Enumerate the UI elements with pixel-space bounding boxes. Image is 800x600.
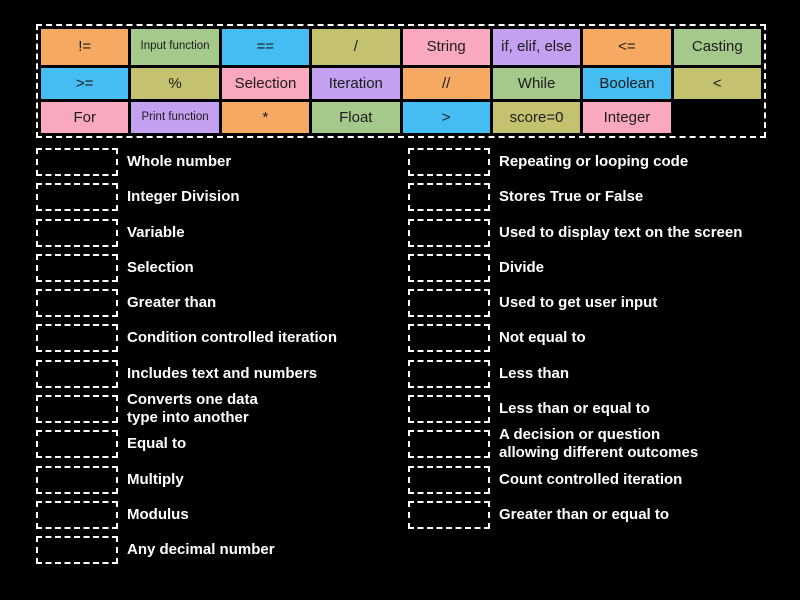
definition-row: Greater than or equal to	[408, 500, 742, 529]
definition-label: Used to display text on the screen	[499, 223, 743, 241]
answer-tile[interactable]: Integer	[583, 102, 671, 133]
answer-tile[interactable]: if, elif, else	[492, 29, 581, 65]
definition-row: Modulus	[36, 500, 337, 529]
definition-row: Multiply	[36, 465, 337, 494]
definition-row: Integer Division	[36, 183, 337, 212]
answer-tile[interactable]: Input function	[131, 29, 219, 65]
answer-drop-slot[interactable]	[408, 289, 490, 318]
answer-tile[interactable]: >	[402, 102, 490, 133]
answer-drop-slot[interactable]	[408, 500, 490, 529]
definition-row: Not equal to	[408, 324, 742, 353]
definition-row: Divide	[408, 253, 742, 282]
answer-tile[interactable]: Casting	[673, 29, 761, 65]
definition-label: Variable	[127, 223, 185, 241]
answer-drop-slot[interactable]	[36, 465, 118, 494]
definition-row: Stores True or False	[408, 183, 742, 212]
answer-tile[interactable]: <	[673, 68, 761, 99]
answer-drop-slot[interactable]	[408, 395, 490, 424]
definition-label: Less than	[499, 364, 570, 382]
definition-row: Any decimal number	[36, 536, 337, 565]
definition-row: Greater than	[36, 289, 337, 318]
answer-tile[interactable]: //	[402, 68, 490, 99]
definition-row: Used to display text on the screen	[408, 218, 743, 247]
answer-drop-slot[interactable]	[36, 536, 118, 565]
answer-drop-slot[interactable]	[36, 359, 118, 388]
answer-tile[interactable]: Print function	[131, 102, 219, 133]
answer-drop-slot[interactable]	[36, 253, 118, 282]
answer-drop-slot[interactable]	[36, 148, 118, 176]
answer-drop-slot[interactable]	[36, 324, 118, 353]
tile-bank: != Input function == / String if, elif, else <…	[36, 24, 766, 138]
answer-drop-slot[interactable]	[408, 253, 490, 282]
definition-list-left: Whole number Integer Division Variable Sele…	[36, 148, 337, 565]
definition-label: Selection	[127, 258, 194, 276]
definition-row: Less than or equal to	[408, 395, 742, 424]
answer-tile[interactable]: While	[492, 68, 581, 99]
answer-tile[interactable]: Selection	[221, 68, 310, 99]
definition-label: Used to get user input	[499, 294, 658, 312]
definition-row: Selection	[36, 253, 337, 282]
definition-row: Used to get user input	[408, 289, 742, 318]
definition-row: Equal to	[36, 430, 337, 459]
answer-drop-slot[interactable]	[36, 395, 118, 424]
answer-drop-slot[interactable]	[36, 218, 118, 247]
definition-label: Less than or equal to	[499, 400, 650, 418]
definition-label: Divide	[499, 258, 545, 276]
answer-drop-slot[interactable]	[408, 324, 490, 353]
answer-tile[interactable]: String	[402, 29, 490, 65]
answer-tile[interactable]: >=	[41, 68, 129, 99]
definition-label: Converts one data type into another	[127, 391, 258, 427]
definition-label: Condition controlled iteration	[127, 329, 337, 347]
answer-drop-slot[interactable]	[408, 148, 490, 176]
answer-tile[interactable]: !=	[41, 29, 129, 65]
definition-row: Converts one data type into another	[36, 391, 337, 426]
answer-drop-slot[interactable]	[36, 500, 118, 529]
answer-drop-slot[interactable]	[408, 465, 490, 494]
answer-tile[interactable]: %	[131, 68, 219, 99]
answer-tile[interactable]: <=	[583, 29, 671, 65]
answer-tile[interactable]: For	[41, 102, 129, 133]
definition-row: Count controlled iteration	[408, 465, 742, 494]
answer-drop-slot[interactable]	[408, 183, 490, 212]
answer-drop-slot[interactable]	[36, 430, 118, 459]
definition-row: Condition controlled iteration	[36, 324, 337, 353]
answer-tile[interactable]: *	[221, 102, 310, 133]
definition-label: Multiply	[127, 470, 184, 488]
answer-tile[interactable]: Iteration	[312, 68, 400, 99]
answer-tile[interactable]: Boolean	[583, 68, 671, 99]
answer-tile[interactable]: Float	[312, 102, 400, 133]
answer-drop-slot[interactable]	[408, 359, 490, 388]
definition-label: Greater than or equal to	[499, 505, 670, 523]
definition-label: Integer Division	[127, 188, 240, 206]
definition-label: Modulus	[127, 505, 189, 523]
definition-label: Greater than	[127, 294, 217, 312]
definition-label: Equal to	[127, 435, 187, 453]
answer-tile[interactable]: /	[312, 29, 400, 65]
definition-label: Repeating or looping code	[499, 153, 689, 170]
definition-label: Whole number	[127, 153, 232, 170]
definition-row: Variable	[36, 218, 337, 247]
answer-drop-slot[interactable]	[36, 289, 118, 318]
definition-row: Whole number	[36, 148, 337, 176]
answer-tile[interactable]: score=0	[492, 102, 581, 133]
definition-row: Less than	[408, 359, 742, 388]
definition-list-right: Repeating or looping code Stores True or …	[408, 148, 742, 529]
definition-label: Count controlled iteration	[499, 470, 683, 488]
definition-label: Any decimal number	[127, 541, 275, 559]
answer-drop-slot[interactable]	[408, 430, 490, 459]
definition-label: Not equal to	[499, 329, 586, 347]
definition-row: Repeating or looping code	[408, 148, 742, 176]
answer-drop-slot[interactable]	[36, 183, 118, 212]
answer-tile[interactable]: ==	[221, 29, 310, 65]
definition-label: A decision or question allowing differen…	[499, 426, 699, 462]
answer-drop-slot[interactable]	[408, 218, 490, 247]
definition-label: Includes text and numbers	[127, 364, 318, 382]
definition-row: A decision or question allowing differen…	[408, 426, 742, 461]
definition-label: Stores True or False	[499, 188, 644, 206]
definition-row: Includes text and numbers	[36, 359, 337, 388]
